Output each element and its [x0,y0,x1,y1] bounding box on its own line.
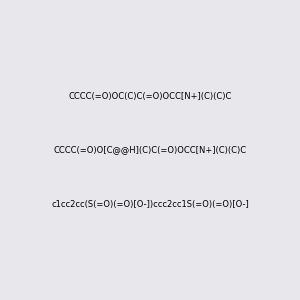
Text: CCCC(=O)O[C@@H](C)C(=O)OCC[N+](C)(C)C: CCCC(=O)O[C@@H](C)C(=O)OCC[N+](C)(C)C [53,146,247,154]
Text: c1cc2cc(S(=O)(=O)[O-])ccc2cc1S(=O)(=O)[O-]: c1cc2cc(S(=O)(=O)[O-])ccc2cc1S(=O)(=O)[O… [51,200,249,208]
Text: CCCC(=O)OC(C)C(=O)OCC[N+](C)(C)C: CCCC(=O)OC(C)C(=O)OCC[N+](C)(C)C [68,92,232,100]
